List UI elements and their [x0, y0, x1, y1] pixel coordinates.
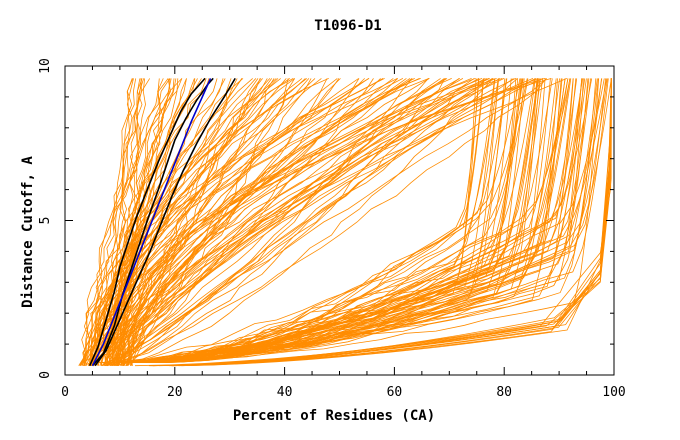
- model-curve: [89, 78, 398, 366]
- model-curve: [104, 78, 296, 367]
- model-curve: [113, 78, 171, 366]
- model-curve: [158, 78, 612, 367]
- model-curve: [115, 78, 447, 366]
- model-curve: [102, 78, 289, 367]
- background-model-curves: [78, 78, 612, 367]
- model-curve: [79, 78, 183, 366]
- model-curve: [90, 78, 172, 366]
- chart-title: T1096-D1: [314, 18, 381, 34]
- model-curve: [121, 78, 460, 366]
- x-tick-label: 0: [61, 385, 69, 400]
- model-curve: [83, 78, 316, 366]
- model-curve: [159, 78, 500, 363]
- model-curve: [112, 78, 560, 363]
- x-tick-label: 100: [602, 385, 625, 400]
- model-curve: [123, 78, 279, 366]
- model-curve: [107, 78, 547, 367]
- model-curve: [111, 78, 608, 363]
- model-curve: [87, 78, 370, 366]
- model-curve: [122, 78, 536, 366]
- model-curve: [125, 78, 494, 367]
- x-tick-label: 40: [277, 385, 293, 400]
- model-curve: [149, 78, 572, 363]
- model-curve: [91, 78, 413, 366]
- series-line-highlight-black-2: [88, 77, 206, 367]
- model-curve: [109, 78, 394, 366]
- model-curve: [97, 78, 490, 366]
- model-curve: [83, 78, 183, 366]
- model-curve: [104, 78, 488, 367]
- model-curve: [102, 78, 553, 363]
- model-curve: [98, 78, 577, 363]
- x-axis-label: Percent of Residues (CA): [233, 408, 435, 424]
- model-curve: [159, 78, 525, 363]
- y-tick-label: 5: [38, 217, 53, 225]
- model-curve: [106, 78, 446, 367]
- model-curve: [134, 78, 612, 367]
- x-tick-label: 80: [496, 385, 512, 400]
- model-curve: [88, 78, 329, 366]
- model-curve: [105, 78, 441, 367]
- y-tick-label: 0: [38, 371, 53, 379]
- model-curve: [80, 78, 384, 366]
- model-curve: [130, 78, 516, 366]
- model-curve: [130, 78, 602, 363]
- model-curve: [132, 78, 578, 363]
- series-line-highlight-black-1: [91, 77, 214, 367]
- model-curve: [151, 78, 593, 363]
- model-curve: [94, 78, 360, 366]
- y-tick-label: 10: [38, 58, 53, 74]
- model-curve: [102, 78, 169, 366]
- model-curve: [110, 78, 413, 367]
- model-curve: [181, 78, 612, 367]
- y-axis-label: Distance Cutoff, A: [20, 156, 36, 308]
- axis-ticks: [64, 65, 615, 376]
- model-curve: [122, 78, 146, 366]
- model-curve: [95, 78, 493, 366]
- model-curve: [126, 78, 381, 366]
- model-curve: [111, 78, 584, 363]
- model-curve: [122, 78, 143, 366]
- model-curve: [113, 78, 571, 363]
- model-curve: [79, 78, 385, 366]
- model-curve: [117, 78, 475, 367]
- model-curve: [130, 78, 232, 366]
- model-curve: [122, 78, 287, 366]
- model-curve: [139, 78, 508, 363]
- model-curve: [91, 78, 546, 366]
- model-curve: [122, 78, 605, 363]
- model-curve: [127, 78, 534, 366]
- model-curve: [111, 78, 262, 366]
- tick-labels: 0 20 40 60 80 100 0 5 10: [38, 58, 626, 400]
- model-curve: [123, 78, 143, 366]
- model-curve: [120, 78, 480, 363]
- series-line-highlight-blue: [91, 78, 212, 367]
- highlighted-model-curves: [88, 77, 236, 367]
- x-tick-label: 60: [387, 385, 403, 400]
- model-curve: [138, 78, 612, 363]
- x-tick-label: 20: [167, 385, 183, 400]
- model-curve: [160, 78, 507, 363]
- model-curve: [116, 78, 476, 366]
- model-curve: [123, 78, 365, 366]
- model-curve: [99, 78, 485, 363]
- series-line-highlight-black-3: [94, 77, 236, 367]
- model-curve: [91, 78, 151, 366]
